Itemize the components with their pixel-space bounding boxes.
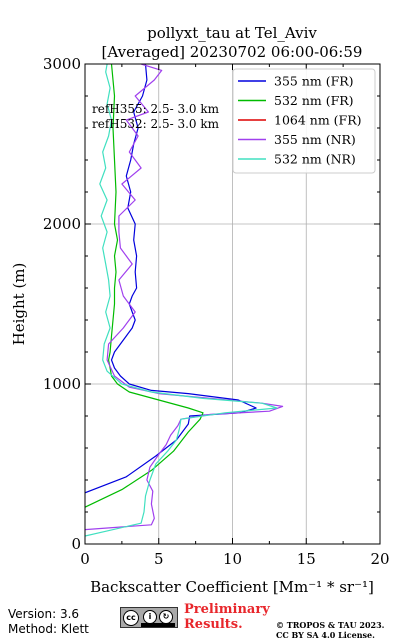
- x-tick-label: 10: [223, 550, 242, 568]
- legend-label-2: 1064 nm (FR): [274, 113, 362, 128]
- version-label: Version: 3.6: [8, 607, 80, 621]
- legend-label-0: 355 nm (FR): [274, 74, 354, 89]
- copyright-line2: CC BY SA 4.0 License.: [276, 630, 375, 640]
- copyright-notice: © TROPOS & TAU 2023. CC BY SA 4.0 Licens…: [276, 620, 384, 640]
- x-tick-label: 5: [154, 550, 164, 568]
- backscatter-profile-chart: pollyxt_tau at Tel_Aviv [Averaged] 20230…: [10, 24, 390, 596]
- preliminary-line2: Results.: [184, 617, 243, 632]
- legend-label-3: 355 nm (NR): [274, 132, 356, 147]
- annotation-refh532: refH532: 2.5- 3.0 km: [92, 117, 220, 131]
- y-axis-label: Height (m): [10, 263, 28, 346]
- sa-symbol-icon: ↻: [159, 610, 173, 624]
- y-tick-label: 0: [71, 535, 81, 553]
- axis-ticks: 0 5 10 15 20 0 1000 2000 3000: [43, 55, 390, 568]
- series-line-3: [85, 64, 284, 531]
- y-tick-label: 3000: [43, 55, 81, 73]
- cc-by-sa-icon: cc i ↻: [120, 607, 178, 628]
- chart-title-line2: [Averaged] 20230702 06:00-06:59: [102, 43, 363, 61]
- legend: 355 nm (FR) 532 nm (FR) 1064 nm (FR) 355 nm…: [232, 68, 376, 174]
- legend-box: [232, 68, 376, 174]
- x-tick-label: 0: [80, 550, 90, 568]
- cc-symbol-icon: cc: [123, 610, 139, 626]
- copyright-line1: © TROPOS & TAU 2023.: [276, 620, 385, 630]
- by-symbol-icon: i: [143, 610, 157, 624]
- series-layer: [85, 64, 284, 537]
- preliminary-line1: Preliminary: [184, 602, 270, 617]
- method-label: Method: Klett: [8, 622, 89, 636]
- y-tick-label: 1000: [43, 375, 81, 393]
- legend-label-4: 532 nm (NR): [274, 152, 356, 167]
- annotation-refh355: refH355: 2.5- 3.0 km: [92, 102, 220, 116]
- y-tick-label: 2000: [43, 215, 81, 233]
- preliminary-results-label: Preliminary Results.: [184, 602, 270, 632]
- chart-title-line1: pollyxt_tau at Tel_Aviv: [147, 24, 317, 42]
- x-tick-label: 15: [297, 550, 316, 568]
- x-tick-label: 20: [370, 550, 389, 568]
- series-line-4: [85, 64, 278, 537]
- series-line-1: [85, 64, 204, 508]
- legend-label-1: 532 nm (FR): [274, 93, 354, 108]
- license-strip: [141, 623, 175, 627]
- x-axis-label: Backscatter Coefficient [Mm⁻¹ * sr⁻¹]: [90, 578, 374, 596]
